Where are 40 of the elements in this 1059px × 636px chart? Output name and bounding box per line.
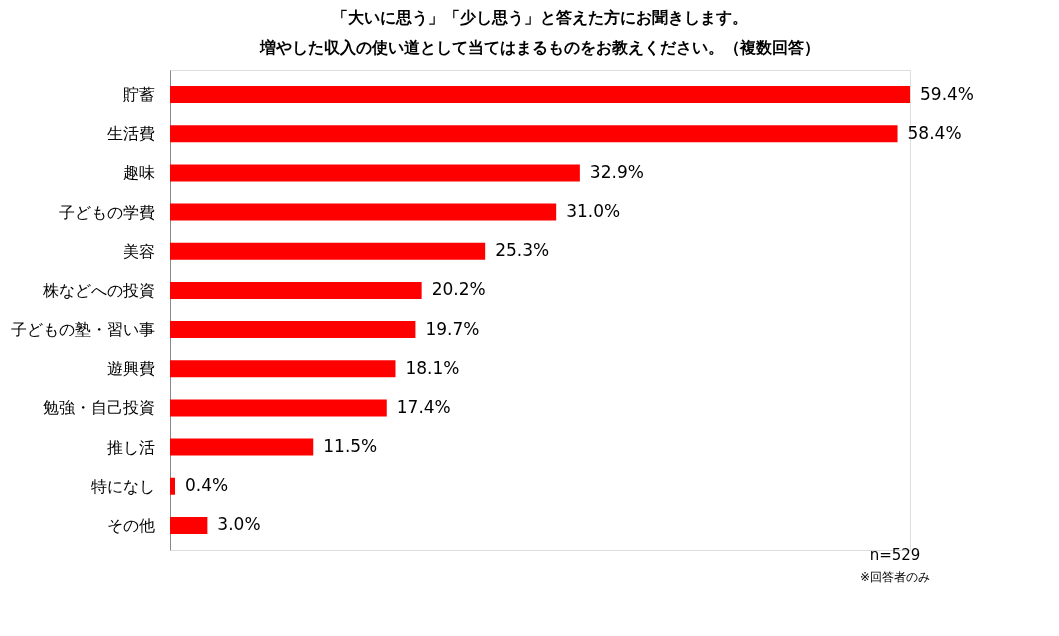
data-label: 20.2% <box>431 279 486 300</box>
data-label: 3.0% <box>217 514 261 535</box>
y-tick-label: 遊興費 <box>106 359 155 379</box>
y-tick-label: 子どもの塾・習い事 <box>10 320 155 340</box>
data-label: 59.4% <box>920 83 975 104</box>
bar <box>170 281 422 299</box>
y-tick-label: 特になし <box>90 476 155 496</box>
y-tick-label: 生活費 <box>106 124 155 144</box>
y-tick-label: 美容 <box>122 241 155 261</box>
y-tick-label: 勉強・自己投資 <box>42 398 155 418</box>
bar <box>170 164 580 182</box>
y-tick-label: 貯蓄 <box>122 85 155 105</box>
data-label: 17.4% <box>396 396 451 417</box>
data-label: 19.7% <box>425 318 480 339</box>
y-tick-label: 株などへの投資 <box>41 280 155 300</box>
annotation: n=529 <box>869 546 921 564</box>
y-tick-label: 子どもの学費 <box>58 202 155 222</box>
y-tick-label: 推し活 <box>106 437 155 457</box>
data-label: 11.5% <box>323 436 378 457</box>
data-label: 0.4% <box>184 475 229 496</box>
data-label: 18.1% <box>405 357 460 378</box>
bar <box>170 399 387 417</box>
chart-title: 「大いに思う」「少し思う」と答えた方にお聞きします。 <box>332 8 748 27</box>
bar <box>170 516 208 534</box>
data-label: 31.0% <box>566 201 621 222</box>
chart-subtitle: 増やした収入の使い道として当てはまるものをお教えください。（複数回答） <box>259 38 820 57</box>
data-label: 25.3% <box>495 240 550 261</box>
y-tick-label: その他 <box>106 515 155 535</box>
bar <box>170 203 557 221</box>
bar <box>170 438 314 456</box>
text: ※回答者のみ <box>859 570 931 584</box>
bar <box>170 125 898 143</box>
y-tick-label: 趣味 <box>122 163 155 183</box>
bar <box>170 477 175 495</box>
bar <box>170 360 396 378</box>
data-label: 58.4% <box>907 122 962 143</box>
data-label: 32.9% <box>589 161 644 182</box>
bar <box>170 321 416 339</box>
bar <box>170 86 910 104</box>
bar <box>170 242 486 260</box>
